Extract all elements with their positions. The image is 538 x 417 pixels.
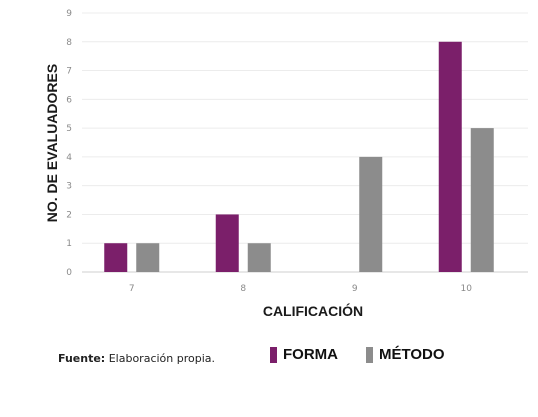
legend-swatch-forma: [270, 346, 277, 363]
bar-metodo-9: [359, 156, 383, 272]
bar-forma-7: [104, 243, 128, 272]
x-axis-ticks: 7 8 9 10: [129, 284, 472, 294]
y-tick-label-6: 6: [66, 95, 72, 105]
x-tick-label-9: 9: [352, 284, 358, 294]
y-tick-label-5: 5: [66, 124, 72, 134]
y-tick-label-3: 3: [66, 182, 72, 192]
y-tick-label-4: 4: [66, 153, 72, 163]
y-tick-label-1: 1: [66, 239, 72, 249]
y-axis-ticks: 0 1 2 3 4 5 6 7 8 9: [66, 9, 72, 278]
bar-metodo-7: [136, 243, 160, 272]
legend-label-forma: FORMA: [283, 346, 338, 363]
bar-metodo-10: [470, 128, 494, 272]
source-label: Fuente:: [58, 352, 106, 365]
bar-forma-10: [438, 41, 462, 273]
source-note: Fuente: Elaboración propia.: [58, 352, 215, 365]
y-axis-label: NO. DE EVALUADORES: [44, 64, 60, 222]
y-tick-label-2: 2: [66, 210, 72, 220]
y-tick-label-7: 7: [66, 67, 72, 77]
legend-item-forma: FORMA: [270, 346, 338, 363]
bar-forma-8: [215, 214, 239, 272]
x-tick-label-7: 7: [129, 284, 135, 294]
bars: [104, 41, 494, 273]
bar-metodo-8: [247, 243, 271, 272]
x-axis-label: CALIFICACIÓN: [263, 302, 363, 319]
x-tick-label-10: 10: [461, 284, 473, 294]
x-tick-label-8: 8: [240, 284, 246, 294]
legend-item-metodo: MÉTODO: [366, 346, 445, 363]
source-text: Elaboración propia.: [105, 352, 216, 365]
y-tick-label-9: 9: [66, 9, 72, 19]
legend-label-metodo: MÉTODO: [379, 346, 445, 363]
y-tick-label-0: 0: [66, 268, 72, 278]
legend-swatch-metodo: [366, 346, 373, 363]
y-tick-label-8: 8: [66, 38, 72, 48]
